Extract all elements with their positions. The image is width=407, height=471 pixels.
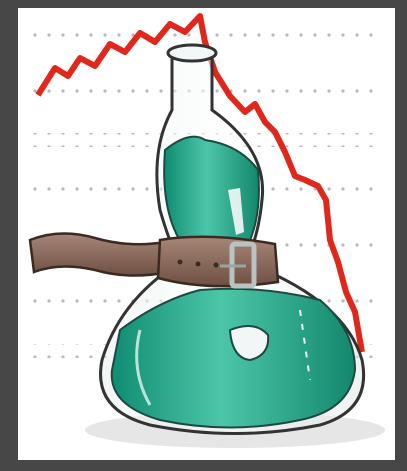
page: (() => { const data = JSON.parse(documen… (0, 0, 407, 471)
illustration (0, 0, 407, 471)
